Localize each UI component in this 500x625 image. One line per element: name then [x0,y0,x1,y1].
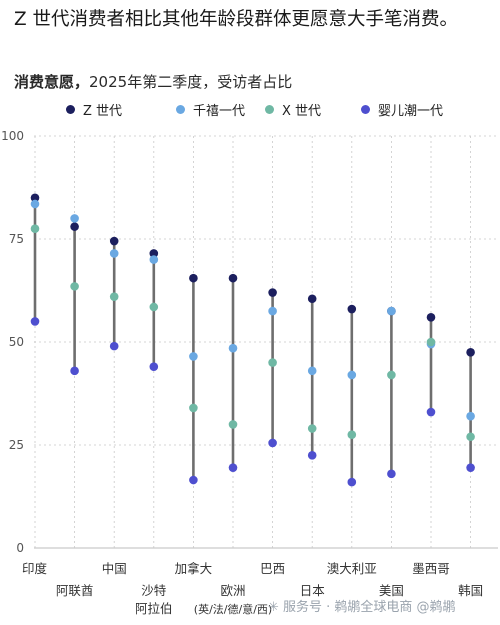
point [268,288,277,297]
point [30,317,40,326]
watermark: ✳ 服务号 · 鹈鹕全球电商 @鹈鹕 [268,600,456,615]
y-tick-label: 75 [9,232,24,246]
point [307,294,317,304]
point [228,420,238,429]
legend-item: 千禧一代 [176,100,245,119]
point [149,249,159,258]
y-tick-label: 25 [9,438,24,452]
legend-marker [361,105,370,114]
x-tick-label: 沙特 [141,583,166,598]
x-tick-label: (英/法/德/意/西) [194,602,272,616]
point [387,370,396,380]
point [109,341,119,351]
point [426,407,436,417]
point [268,438,277,448]
point [228,273,238,283]
point [30,193,40,203]
legend-marker [265,105,274,114]
legend-item: 婴儿潮一代 [361,100,443,119]
legend-marker [66,105,75,114]
point [70,222,79,231]
point [347,477,357,487]
subtitle-rest: 2025年第二季度，受访者占比 [89,73,293,91]
y-tick-label: 50 [9,335,24,349]
point [30,199,40,209]
point [307,366,317,376]
legend-item: X 世代 [265,100,321,119]
point [109,249,119,258]
point [189,403,198,413]
chart-title: Z 世代消费者相比其他年龄段群体更愿意大手笔消费。 [14,9,459,30]
x-tick-label: 美国 [379,583,404,598]
legend-label: 千禧一代 [193,104,246,119]
point [347,430,357,440]
y-tick-label: 0 [16,541,24,555]
x-tick-label: 欧洲 [220,583,245,598]
legend-marker [176,105,185,114]
point [109,292,119,301]
legend-label: Z 世代 [83,104,123,119]
point [189,273,198,283]
point [228,463,238,472]
chart-subtitle: 消费意愿，2025年第二季度，受访者占比 [14,72,292,92]
point [30,224,40,233]
point [189,475,198,485]
point [70,282,79,291]
x-tick-label: 加拿大 [175,561,213,576]
point [387,306,396,316]
x-tick-label: 中国 [102,561,127,576]
legend-label: X 世代 [282,104,322,119]
legend: Z 世代 千禧一代 X 世代 婴儿潮一代 [0,100,500,119]
point [228,343,238,353]
point [149,302,159,312]
point [268,306,277,316]
point [149,255,159,264]
point [466,432,475,442]
point [466,411,475,421]
point [149,362,159,372]
point [466,463,475,472]
x-tick-label: 日本 [300,583,326,598]
point [347,370,357,380]
point [426,337,436,347]
legend-item: Z 世代 [66,100,122,119]
y-tick-label: 100 [1,129,24,143]
point [307,424,317,433]
legend-label: 婴儿潮一代 [378,104,444,119]
point [70,214,79,223]
point [189,352,198,361]
x-tick-label: 阿拉伯 [135,601,173,616]
point [347,304,357,314]
x-tick-label: 印度 [22,561,48,576]
x-tick-label: 阿联酋 [56,583,94,598]
subtitle-bold: 消费意愿， [14,73,90,91]
point [109,236,119,246]
x-tick-label: 墨西哥 [412,561,450,576]
point [387,469,396,479]
point [307,451,317,460]
x-tick-label: 韩国 [458,583,483,598]
point [466,348,475,357]
x-tick-label: 澳大利亚 [327,561,377,576]
x-tick-label: 巴西 [260,561,285,576]
point [426,312,436,322]
point [70,366,79,376]
point [268,358,277,367]
